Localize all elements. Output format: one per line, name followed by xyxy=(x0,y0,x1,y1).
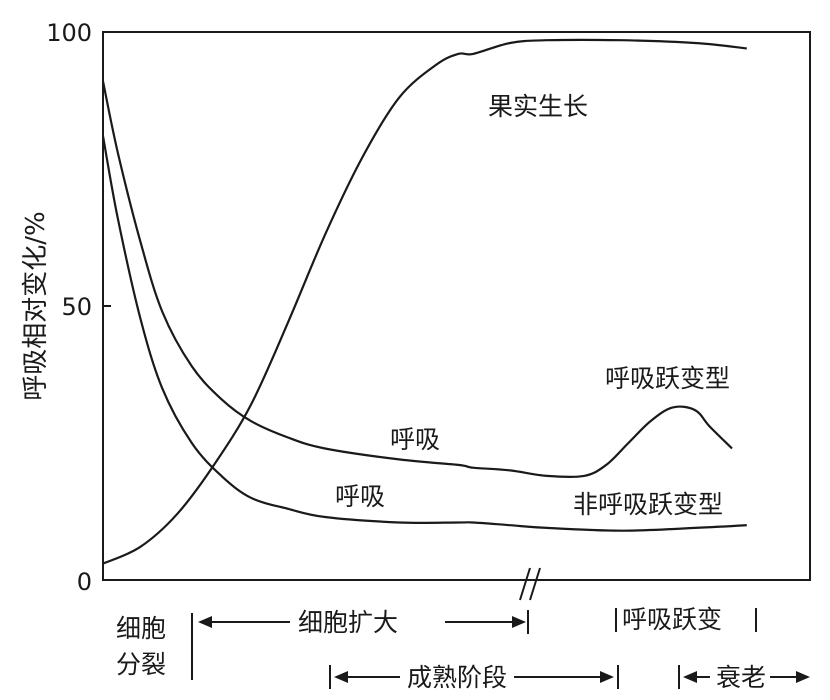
y-tick-label-0: 0 xyxy=(77,568,92,596)
label-climacteric: 呼吸跃变型 xyxy=(605,364,730,393)
arrowhead-left xyxy=(198,616,212,628)
stage-cell-division-line2: 分裂 xyxy=(116,650,166,679)
y-tick-label-50: 50 xyxy=(61,293,92,321)
stage-maturation: 成熟阶段 xyxy=(407,663,507,692)
stage-cell-division-line1: 细胞 xyxy=(116,614,166,643)
arrowhead-right xyxy=(796,671,810,683)
arrowhead-left xyxy=(683,671,697,683)
arrowhead-right xyxy=(600,671,614,683)
label-respiration-upper: 呼吸 xyxy=(390,425,440,454)
y-tick-label-100: 100 xyxy=(46,19,92,47)
stage-senescence: 衰老 xyxy=(716,663,766,692)
label-fruit-growth: 果实生长 xyxy=(488,92,588,121)
stage-cell-expansion: 细胞扩大 xyxy=(298,608,398,637)
arrowhead-left xyxy=(334,671,348,683)
label-respiration-lower: 呼吸 xyxy=(335,482,385,511)
series-line-non-climacteric xyxy=(101,135,747,532)
stage-climacteric-rise: 呼吸跃变 xyxy=(622,605,722,634)
series-line-climacteric xyxy=(101,81,733,479)
y-axis-label: 呼吸相对变化/% xyxy=(21,211,51,400)
arrowhead-right xyxy=(512,616,526,628)
series-line-fruit-growth xyxy=(102,38,747,565)
axis-break-mark xyxy=(519,567,531,601)
label-non-climacteric: 非呼吸跃变型 xyxy=(573,490,723,519)
axis-break-mark xyxy=(529,567,541,601)
